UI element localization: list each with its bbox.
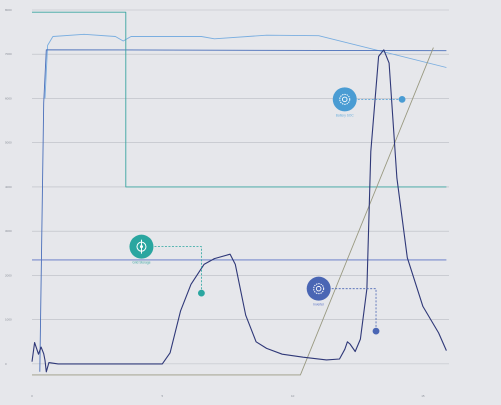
annotation-dot [398, 95, 406, 103]
annotation-dot [372, 327, 380, 335]
y-tick-label: 1000 [5, 318, 12, 322]
y-tick-label: 7000 [5, 52, 12, 56]
y-tick-label: 4000 [5, 185, 12, 189]
series-line-teal [32, 11, 447, 188]
annotation-caption: Battery SOC [336, 113, 355, 117]
annotation-2: Inverter [306, 276, 380, 335]
x-tick-label: 0 [31, 394, 33, 398]
gear-icon [339, 93, 351, 105]
annotation-dot [198, 289, 205, 297]
annotation-0: Battery SOC [332, 87, 406, 117]
x-axis-ticks: 0 5 10 15 [31, 394, 425, 398]
plug-icon [136, 239, 147, 254]
series-line-navy [31, 49, 447, 373]
y-tick-label: 3000 [5, 229, 12, 233]
x-tick-label: 15 [421, 394, 425, 398]
annotation-leader [331, 288, 377, 332]
annotations: Battery SOC Grid Storage Inverter [129, 87, 406, 335]
y-tick-label: 8000 [5, 8, 12, 12]
annotation-caption: Inverter [313, 303, 325, 307]
annotation-1: Grid Storage [129, 234, 205, 297]
y-tick-label: 5000 [5, 141, 12, 145]
annotation-bubble [306, 276, 331, 301]
annotation-caption: Grid Storage [132, 261, 150, 265]
annotation-leader [154, 246, 202, 294]
annotation-bubble [332, 87, 357, 112]
gear-icon [313, 283, 325, 295]
series-line-light-blue [44, 33, 447, 99]
y-tick-label: 6000 [5, 96, 12, 100]
y-tick-label: 0 [5, 362, 7, 366]
x-tick-label: 10 [291, 394, 295, 398]
y-tick-label: 2000 [5, 273, 12, 277]
series-line-olive [32, 47, 434, 376]
x-tick-label: 5 [161, 394, 163, 398]
y-axis-ticks: 0 1000 2000 3000 4000 5000 6000 7000 8000 [5, 8, 12, 366]
series-lines [31, 11, 447, 376]
series-line-blue [39, 49, 447, 372]
